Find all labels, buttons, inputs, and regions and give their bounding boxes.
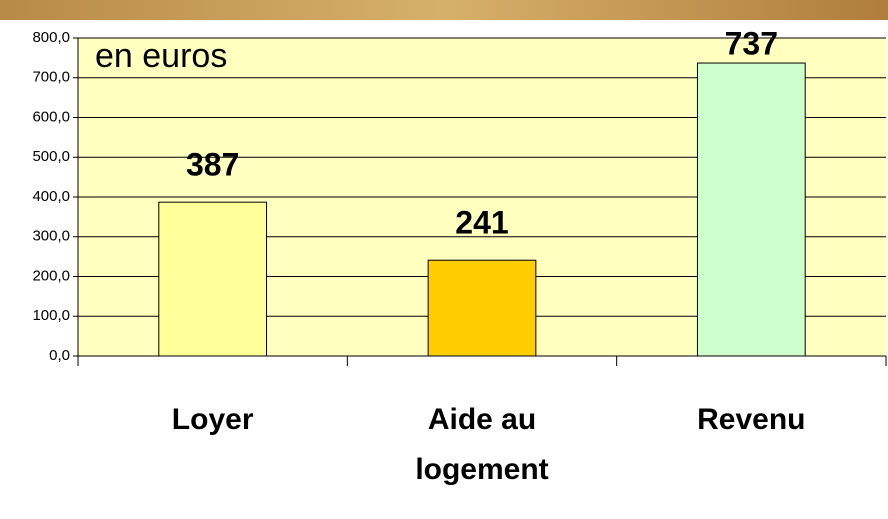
value-label: 737 <box>725 25 778 61</box>
y-tick-label: 600,0 <box>32 108 70 125</box>
value-label: 387 <box>186 147 239 183</box>
bar <box>427 259 537 357</box>
header-band <box>0 0 888 20</box>
y-tick-label: 200,0 <box>32 267 70 284</box>
x-tick-label: Loyer <box>171 403 254 436</box>
y-tick-label: 300,0 <box>32 228 70 245</box>
annotation: en euros <box>95 37 227 75</box>
value-label: 241 <box>455 205 508 241</box>
bar <box>696 62 806 357</box>
y-tick-label: 400,0 <box>32 188 70 205</box>
y-tick-label: 0,0 <box>49 347 70 364</box>
y-tick-label: 700,0 <box>32 69 70 86</box>
x-tick-label: Revenu <box>697 403 806 436</box>
y-tick-label: 500,0 <box>32 148 70 165</box>
bar <box>158 201 268 357</box>
y-tick-label: 100,0 <box>32 307 70 324</box>
y-tick-label: 800,0 <box>32 29 70 46</box>
x-tick-label: Aide au logement <box>415 403 549 486</box>
